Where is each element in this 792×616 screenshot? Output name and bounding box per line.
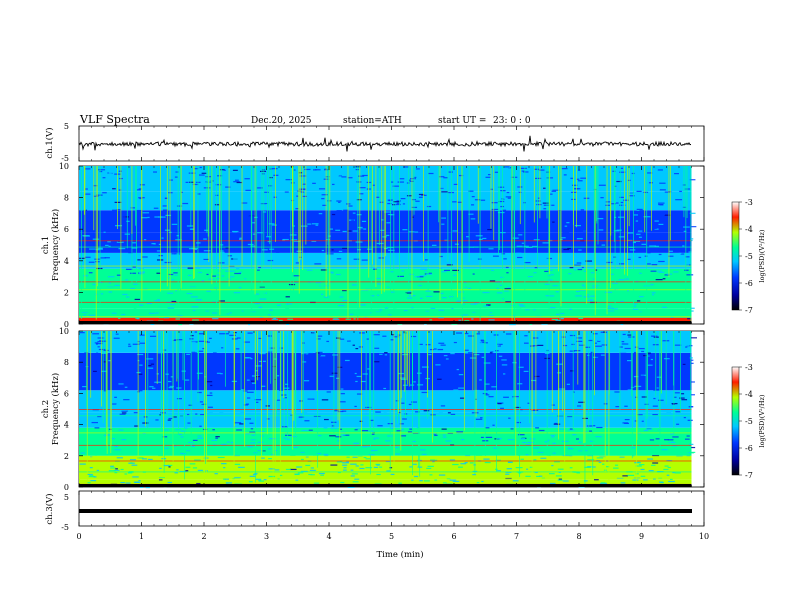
ch1-waveform-ylabel: ch.1(V): [44, 127, 55, 158]
ch3-ytick-bottom: -5: [61, 523, 69, 532]
ch1-colorbar-label: log(PSD)(V²/Hz): [758, 229, 766, 282]
colorbar-tick-label: -6: [745, 279, 753, 288]
colorbar-tick-label: -4: [745, 225, 753, 234]
x-tick-label: 9: [639, 532, 644, 541]
ch2-spectrogram-yticks: 0 2 4 6 8 10: [59, 327, 704, 492]
chart-title: VLF Spectra: [79, 113, 150, 126]
panel-ch1-spectrogram: 0 2 4 6 8 10 ch.1 Frequency (kHz) -3 -4 -5 -6 -7 …: [41, 162, 766, 329]
y-tick-label: 10: [59, 162, 69, 171]
ch1-ytick-top: 5: [64, 122, 69, 131]
y-tick-label: 10: [59, 327, 69, 336]
ch2-spectrogram-ylabel: Frequency (kHz): [50, 373, 61, 445]
ch1-channel-label: ch.1: [41, 236, 51, 254]
x-tick-label: 4: [326, 532, 331, 541]
header-date: Dec.20, 2025: [251, 116, 312, 126]
header-station: station=ATH: [343, 116, 402, 126]
x-axis: 0 1 2 3 4 5 6 7 8 9 10: [76, 126, 709, 541]
ch1-colorbar: -3 -4 -5 -6 -7 log(PSD)(V²/Hz): [731, 198, 766, 315]
x-tick-label: 2: [201, 532, 206, 541]
x-tick-label: 3: [264, 532, 269, 541]
x-tick-label: 7: [514, 532, 519, 541]
colorbar-tick-label: -3: [745, 198, 753, 207]
header-start-time: 23: 0 : 0: [493, 116, 531, 126]
y-tick-label: 6: [64, 389, 69, 398]
x-tick-label: 5: [389, 532, 394, 541]
ch2-colorbar-label: log(PSD)(V²/Hz): [758, 394, 766, 447]
x-tick-label: 6: [451, 532, 456, 541]
x-axis-label: Time (min): [376, 549, 423, 560]
y-tick-label: 2: [64, 288, 69, 297]
panel-ch3-waveform: 5 -5 ch.3(V): [44, 490, 705, 532]
colorbar-tick-label: -7: [745, 306, 753, 315]
ch1-ytick-bottom: -5: [61, 154, 69, 163]
colorbar-tick-label: -5: [745, 252, 753, 261]
x-tick-label: 1: [139, 532, 144, 541]
ch3-waveform-frame: [78, 490, 705, 527]
x-tick-label: 10: [699, 532, 709, 541]
y-tick-label: 4: [64, 257, 69, 266]
panel-ch1-waveform: 5 -5 ch.1(V): [44, 122, 705, 163]
panel-ch2-spectrogram: 0 2 4 6 8 10 ch.2 Frequency (kHz) -3 -4 -5 -6 -7 …: [41, 327, 766, 492]
ch1-spectrogram-image: [79, 166, 697, 326]
ch2-colorbar: -3 -4 -5 -6 -7 log(PSD)(V²/Hz): [731, 363, 766, 480]
y-tick-label: 4: [64, 421, 69, 430]
ch2-channel-label: ch.2: [41, 400, 51, 418]
y-tick-label: 2: [64, 452, 69, 461]
ch1-spectrogram-ylabel: Frequency (kHz): [50, 209, 61, 281]
ch1-spectrogram-yticks: 0 2 4 6 8 10: [59, 162, 704, 329]
colorbar-tick-label: -5: [745, 417, 753, 426]
ch2-colorbar-gradient: [731, 366, 740, 476]
colorbar-tick-label: -7: [745, 471, 753, 480]
ch2-spectrogram-image: [79, 331, 698, 489]
y-tick-label: 6: [64, 225, 69, 234]
x-tick-label: 8: [576, 532, 581, 541]
ch3-ytick-top: 5: [64, 493, 69, 502]
ch1-waveform-trace: [78, 135, 692, 152]
ch3-waveform-ylabel: ch.3(V): [44, 493, 55, 524]
x-tick-label: 0: [76, 532, 81, 541]
y-tick-label: 8: [64, 194, 69, 203]
ch1-colorbar-gradient: [731, 201, 740, 311]
colorbar-tick-label: -4: [745, 390, 753, 399]
colorbar-tick-label: -3: [745, 363, 753, 372]
header-start-label: start UT =: [438, 116, 486, 126]
y-tick-label: 0: [64, 320, 69, 329]
colorbar-tick-label: -6: [745, 444, 753, 453]
y-tick-label: 0: [64, 483, 69, 492]
y-tick-label: 8: [64, 358, 69, 367]
